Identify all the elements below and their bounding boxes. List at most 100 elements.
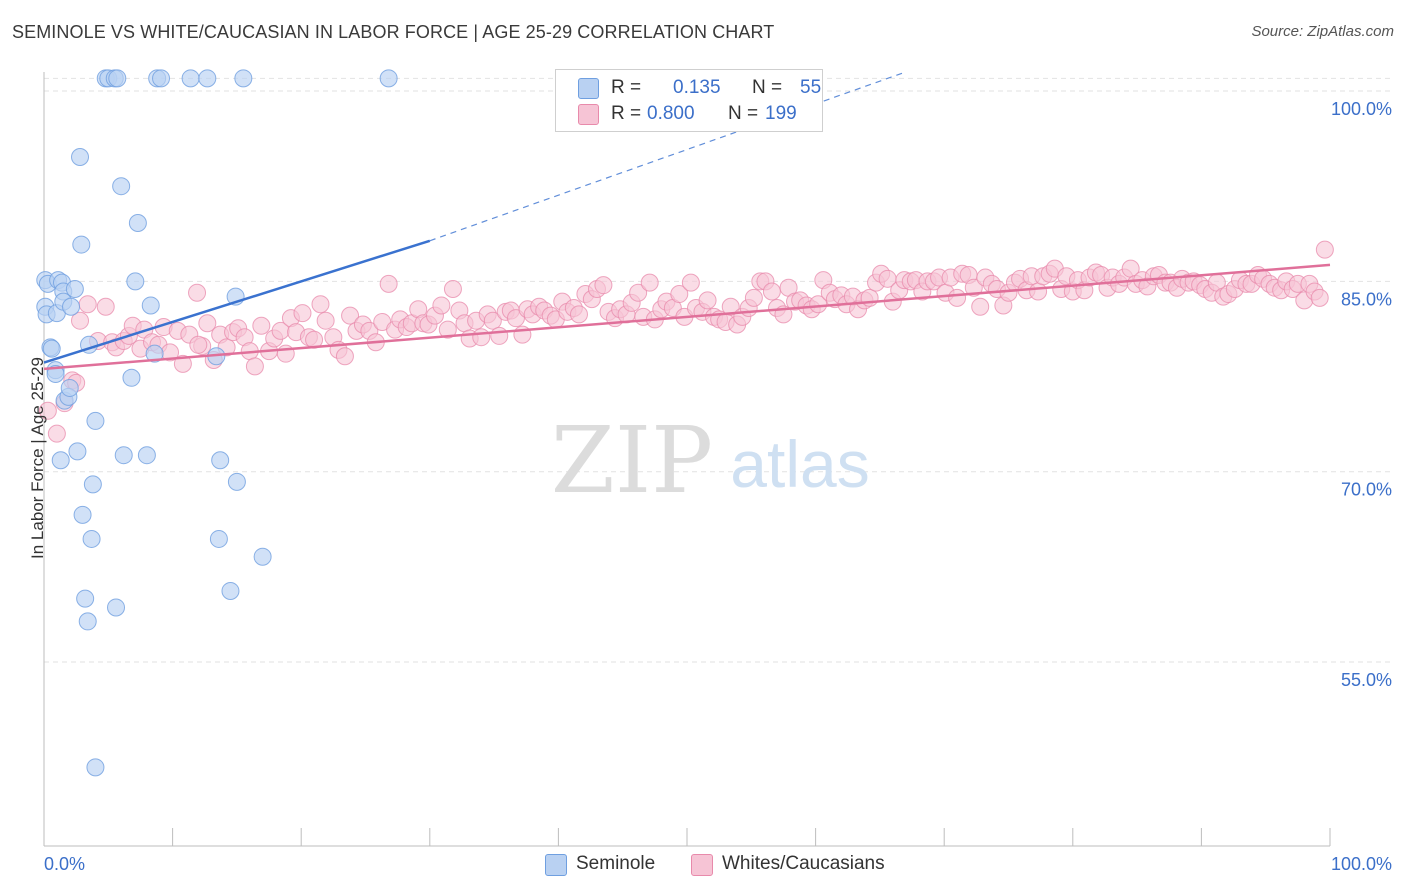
data-point-whites-caucasians [341, 306, 360, 325]
data-point-seminole [82, 529, 101, 548]
legend-r-label: R = [611, 77, 642, 98]
grid-lines [44, 77, 1392, 663]
watermark: ZIP atlas [551, 407, 870, 514]
legend-r-value-seminole: 0.135 [673, 77, 721, 98]
data-point-whites-caucasians [78, 295, 97, 314]
data-point-seminole [145, 344, 164, 363]
data-point-whites-caucasians [490, 326, 509, 345]
data-point-whites-caucasians [569, 305, 588, 324]
source-label: Source: ZipAtlas.com [1251, 23, 1394, 40]
data-point-whites-caucasians [670, 285, 689, 304]
data-point-whites-caucasians [681, 273, 700, 292]
watermark-zip: ZIP [551, 407, 713, 514]
data-point-seminole [46, 364, 65, 383]
data-point-seminole [209, 529, 228, 548]
data-point-seminole [227, 472, 246, 491]
data-point-seminole [86, 411, 105, 430]
bottom-legend-label-seminole: Seminole [576, 853, 656, 874]
data-point-seminole [42, 339, 61, 358]
data-point-whites-caucasians [472, 328, 491, 347]
data-point-whites-caucasians [443, 279, 462, 298]
data-point-whites-caucasians [1315, 240, 1334, 259]
data-point-whites-caucasians [809, 295, 828, 314]
y-tick-label: 70.0% [1341, 480, 1392, 500]
data-point-whites-caucasians [721, 297, 740, 316]
data-point-whites-caucasians [173, 354, 192, 373]
data-point-seminole [108, 69, 127, 88]
data-point-seminole [126, 272, 145, 291]
data-point-whites-caucasians [245, 357, 264, 376]
data-point-seminole [379, 69, 398, 88]
trend-line-seminole [43, 239, 431, 364]
data-point-seminole [60, 378, 79, 397]
data-point-seminole [198, 69, 217, 88]
watermark-atlas: atlas [730, 427, 869, 501]
tick-labels: 55.0% 70.0% 85.0% 100.0% 0.0% 100.0% [44, 99, 1392, 874]
data-point-seminole [107, 598, 126, 617]
data-point-whites-caucasians [594, 276, 613, 295]
data-point-seminole [152, 69, 171, 88]
y-axis-label: In Labor Force | Age 25-29 [28, 357, 47, 559]
data-point-seminole [86, 758, 105, 777]
data-point-seminole [65, 279, 84, 298]
data-point-whites-caucasians [744, 288, 763, 307]
data-point-whites-caucasians [1029, 282, 1048, 301]
trend-line-whites-caucasians [43, 263, 1331, 371]
data-point-seminole [221, 581, 240, 600]
data-point-whites-caucasians [198, 314, 217, 333]
data-point-whites-caucasians [335, 347, 354, 366]
data-point-seminole [68, 442, 87, 461]
data-point-seminole [234, 69, 253, 88]
data-point-seminole [72, 235, 91, 254]
data-point-whites-caucasians [629, 283, 648, 302]
data-point-whites-caucasians [971, 297, 990, 316]
chart-title: SEMINOLE VS WHITE/CAUCASIAN IN LABOR FOR… [12, 22, 775, 42]
y-tick-label: 100.0% [1331, 99, 1392, 119]
data-point-whites-caucasians [311, 295, 330, 314]
data-point-whites-caucasians [379, 274, 398, 293]
trend-lines [43, 71, 1331, 371]
data-point-whites-caucasians [293, 304, 312, 323]
y-tick-label: 55.0% [1341, 670, 1392, 690]
legend-n-label: N = [728, 103, 759, 124]
data-point-whites-caucasians [762, 282, 781, 301]
legend-swatch-seminole [578, 78, 599, 99]
legend-r-value-whites: 0.800 [647, 103, 695, 124]
data-point-seminole [181, 69, 200, 88]
data-point-whites-caucasians [71, 311, 90, 330]
trend-line-seminole-extension [429, 71, 906, 242]
data-point-seminole [76, 589, 95, 608]
legend-n-label: N = [752, 77, 783, 98]
correlation-legend: R = 0.135 N = 55 R = 0.800 N = 199 [555, 69, 823, 132]
data-point-seminole [62, 297, 81, 316]
data-point-whites-caucasians [432, 296, 451, 315]
data-point-whites-caucasians [640, 273, 659, 292]
data-point-seminole [73, 505, 92, 524]
data-point-whites-caucasians [38, 401, 57, 420]
axes [43, 72, 1331, 847]
data-point-whites-caucasians [948, 288, 967, 307]
data-point-seminole [128, 213, 147, 232]
data-point-seminole [83, 475, 102, 494]
data-point-whites-caucasians [1310, 288, 1329, 307]
bottom-legend-swatch-seminole [545, 854, 567, 876]
data-point-whites-caucasians [96, 297, 115, 316]
data-point-seminole [253, 547, 272, 566]
data-point-whites-caucasians [189, 335, 208, 354]
legend-n-value-whites: 199 [765, 103, 797, 124]
x-tick-label: 100.0% [1331, 854, 1392, 874]
data-point-whites-caucasians [964, 278, 983, 297]
series-seminole-points [36, 69, 398, 777]
y-tick-label: 85.0% [1341, 289, 1392, 309]
data-point-whites-caucasians [438, 320, 457, 339]
data-point-seminole [71, 148, 90, 167]
data-point-seminole [141, 296, 160, 315]
bottom-legend-swatch-whites [691, 854, 713, 876]
data-point-whites-caucasians [47, 424, 66, 443]
data-point-whites-caucasians [252, 316, 271, 335]
data-point-seminole [51, 451, 70, 470]
data-point-whites-caucasians [698, 291, 717, 310]
legend-r-label: R = [611, 103, 642, 124]
data-point-seminole [211, 451, 230, 470]
series-whites-caucasians-points [38, 240, 1334, 443]
